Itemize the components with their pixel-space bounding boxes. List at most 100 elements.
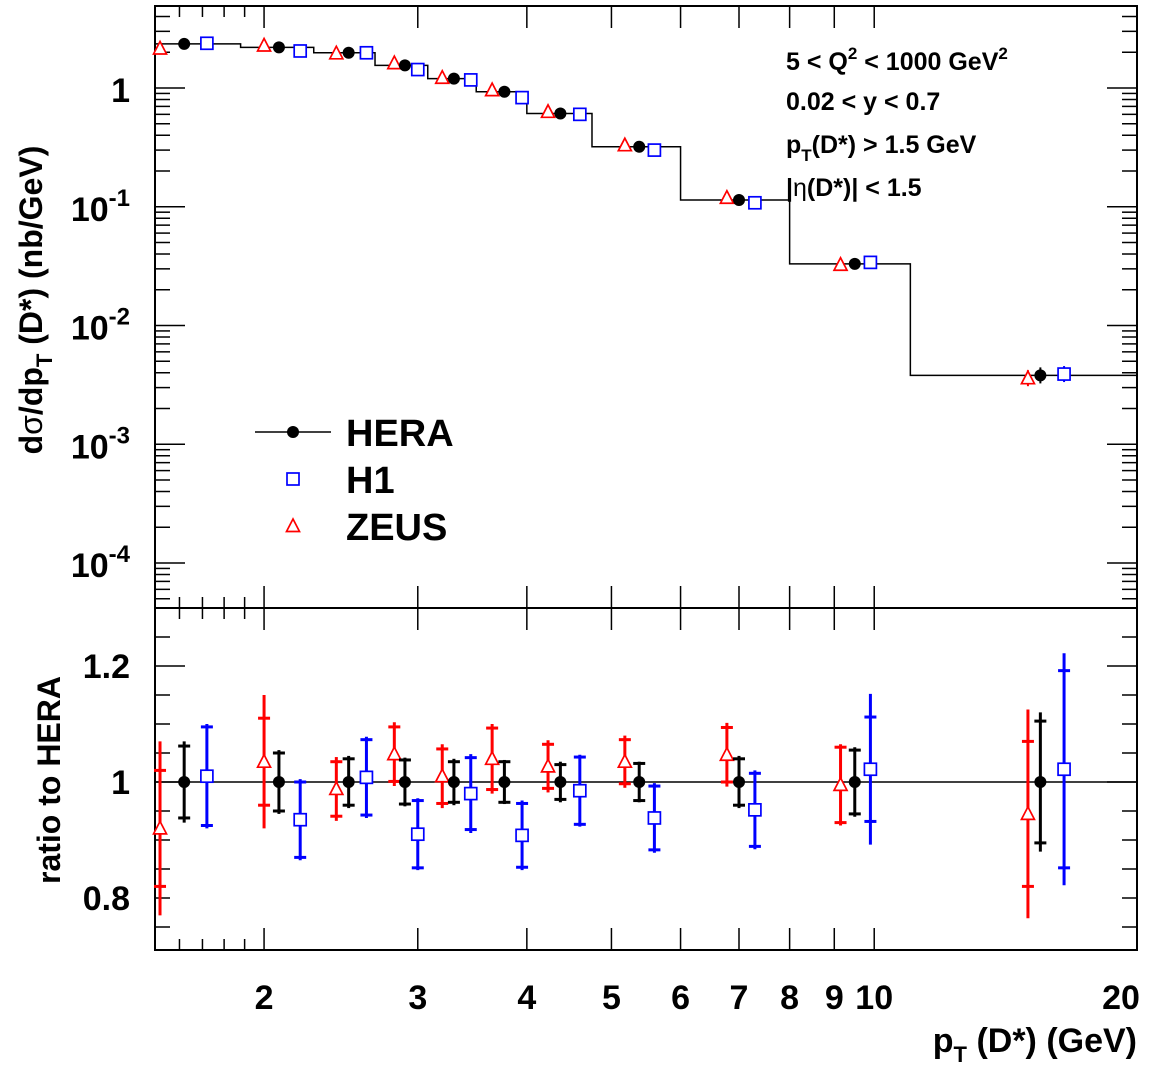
h1-point [748,195,762,210]
legend-entry-h1: H1 [286,460,395,502]
zeus-point [386,54,403,70]
lower-y-axis-ticks [155,607,1137,928]
x-tick-label: 2 [255,979,274,1017]
x-tick-label: 20 [1102,979,1140,1017]
zeus-ratio-point [152,819,168,835]
x-tick-label: 4 [517,979,536,1017]
h1-point [293,44,308,58]
x-tick-label: 3 [408,979,427,1017]
hera-ratio-point [398,776,411,788]
legend-label: HERA [346,413,454,455]
ratio-series-h1 [200,653,1071,886]
zeus-point [1020,369,1036,385]
h1-ratio-point [293,812,308,827]
zeus-ratio-point [328,780,345,796]
x-tick-labels: 2 3 4 5 6 7 8 9 10 20 [255,979,1140,1017]
x-tick-label: 10 [855,979,893,1017]
y-tick-label: 1.2 [83,648,130,686]
zeus-point [152,39,168,55]
y-tick-label: 10-1 [71,185,130,229]
h1-point [463,73,478,87]
y-tick-label: 10-4 [71,541,131,585]
y-tick-label: 1 [111,72,130,110]
zeus-point [616,136,633,152]
hera-point [447,72,460,85]
zeus-ratio-point [718,745,735,762]
lower-frame [154,607,1138,951]
annotation: |η(D*)| < 1.5 [786,174,922,202]
lower-y-tick-labels: 0.8 1 1.2 [83,648,130,918]
hera-point [1034,369,1047,382]
x-tick-label: 8 [780,979,799,1017]
h1-point [1057,367,1071,381]
hera-point [848,257,861,270]
h1-point [647,143,662,157]
zeus-point [328,44,345,60]
ratio-series-zeus [152,695,1036,919]
zeus-ratio-point [484,749,501,766]
hera-ratio-point [178,776,191,788]
h1-point [863,255,878,270]
h1-ratio-point [647,811,662,825]
h1-ratio-point [572,783,587,798]
annotation: pT(D*) > 1.5 GeV [786,131,977,165]
series-h1 [200,36,1071,383]
upper-y-axis-ticks [155,15,1137,600]
hera-ratio-point [447,776,460,788]
x-tick-label: 5 [602,979,621,1017]
zeus-ratio-point [832,776,849,792]
h1-ratio-point [1057,762,1071,777]
h1-ratio-point [410,827,425,842]
y-tick-label: 10-3 [71,422,130,466]
upper-y-tick-labels: 1 10-1 10-2 10-3 10-4 [71,72,131,585]
zeus-point [718,188,735,205]
upper-y-axis-title: dσ/dpT (D*) (nb/GeV) [13,146,57,455]
series-hera [178,37,1047,384]
legend-label: ZEUS [346,507,447,549]
x-axis-title: pT (D*) (GeV) [933,1022,1137,1067]
legend-marker [287,426,299,438]
hera-point [272,41,285,54]
lower-panel: 0.8 1 1.2 ratio to HERA 2 3 4 5 6 7 8 9 10 20 pT (D*) … [31,607,1140,1067]
h1-point [200,36,214,51]
hera-point [554,107,567,120]
zeus-point [832,255,849,272]
h1-point [515,90,529,105]
hera-point [498,85,511,98]
hera-point [342,46,355,59]
zeus-point [434,68,451,85]
legend-entry-hera: HERA [255,413,454,455]
x-tick-label: 7 [730,979,749,1017]
hera-ratio-point [733,776,746,788]
h1-point [410,62,425,77]
legend-marker [286,472,300,486]
h1-ratio-point [463,786,478,801]
h1-ratio-point [863,762,878,777]
zeus-ratio-point [386,745,403,761]
upper-frame [154,5,1138,609]
x-tick-label: 6 [671,979,690,1017]
hera-point [733,193,746,206]
hera-ratio-point [554,776,567,788]
zeus-point [256,36,272,52]
series-zeus [152,36,1036,387]
hera-point [178,37,191,50]
h1-point [572,107,587,122]
x-axis-ticks [178,608,1138,950]
selection-annotations: 5 < Q2 < 1000 GeV2 0.02 < y < 0.7 pT(D*) >… [786,44,1008,202]
zeus-ratio-point [256,752,272,769]
y-tick-label: 10-2 [71,304,130,348]
hera-point [398,59,411,72]
zeus-ratio-point [540,757,556,773]
zeus-ratio-point [434,767,451,783]
y-tick-label: 0.8 [83,880,130,918]
lower-y-axis-title: ratio to HERA [31,676,67,884]
hera-ratio-point [342,776,355,788]
zeus-point [540,102,556,119]
upper-panel: 1 10-1 10-2 10-3 10-4 dσ/dpT (D*) (nb/GeV) 5 <… [13,5,1138,609]
legend: HERA H1 ZEUS [255,413,454,549]
x-tick-label: 9 [825,979,844,1017]
zeus-ratio-point [616,752,633,769]
h1-ratio-point [359,770,374,785]
